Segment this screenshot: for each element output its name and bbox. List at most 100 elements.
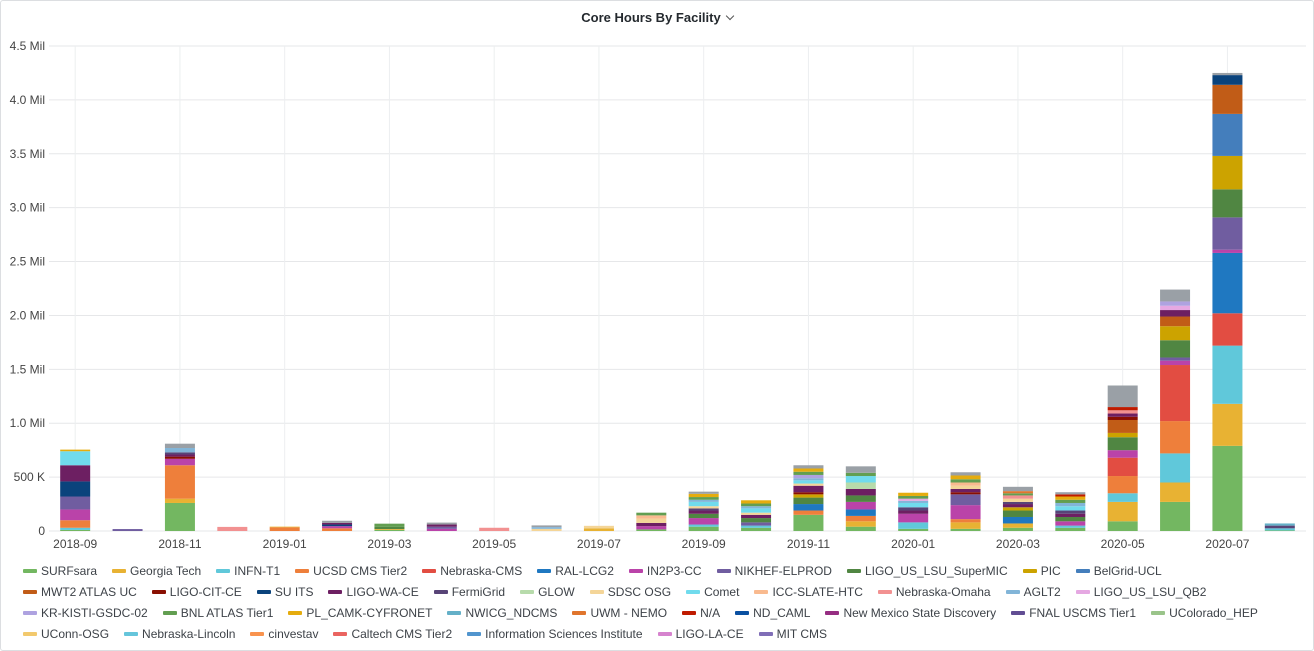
legend-item[interactable]: NWICG_NDCMS — [447, 602, 557, 623]
legend-item[interactable]: IN2P3-CC — [628, 560, 702, 581]
x-tick-label: 2020-07 — [1205, 537, 1249, 551]
legend-item[interactable]: MWT2 ATLAS UC — [23, 581, 137, 602]
y-tick-label: 3.5 Mil — [10, 147, 45, 161]
legend-item[interactable]: NIKHEF-ELPROD — [716, 560, 832, 581]
bar-segment — [898, 492, 929, 496]
legend-swatch — [877, 589, 892, 594]
legend-item[interactable]: ICC-SLATE-HTC — [754, 581, 863, 602]
legend-item[interactable]: N/A — [682, 602, 720, 623]
legend-item[interactable]: SURFsara — [23, 560, 97, 581]
legend-item[interactable]: Georgia Tech — [112, 560, 201, 581]
legend-label: SU ITS — [274, 584, 314, 599]
legend-item[interactable]: MIT CMS — [758, 623, 828, 644]
bar-segment — [688, 518, 719, 525]
legend-label: Nebraska-Lincoln — [142, 626, 236, 641]
legend-item[interactable]: New Mexico State Discovery — [825, 602, 996, 623]
legend-item[interactable]: UCSD CMS Tier2 — [295, 560, 407, 581]
bar-segment — [1002, 493, 1033, 496]
legend-item[interactable]: Comet — [686, 581, 739, 602]
y-axis: 0 500 K 1.0 Mil 1.5 Mil 2.0 Mil 2.5 Mil 3.0 Mi… — [10, 39, 46, 538]
legend-swatch — [1022, 568, 1037, 573]
legend-item[interactable]: FermiGrid — [433, 581, 505, 602]
legend-item[interactable]: Nebraska-CMS — [422, 560, 522, 581]
bar-segment — [1107, 437, 1138, 451]
bar-segment — [741, 500, 772, 504]
legend-label: UWM - NEMO — [590, 605, 668, 620]
bar-segment — [60, 520, 91, 528]
legend-item[interactable]: ND_CAML — [735, 602, 810, 623]
legend-label: LIGO-WA-CE — [346, 584, 419, 599]
bar-segment — [636, 518, 667, 523]
bar-segment — [636, 512, 667, 516]
bar-segment — [374, 529, 405, 530]
legend-item[interactable]: SDSC OSG — [589, 581, 671, 602]
legend-item[interactable]: FNAL USCMS Tier1 — [1011, 602, 1136, 623]
legend-item[interactable]: LIGO-CIT-CE — [151, 581, 242, 602]
legend-item[interactable]: GLOW — [520, 581, 575, 602]
panel-title-menu[interactable]: Core Hours By Facility — [581, 10, 734, 25]
bar-segment-other — [1160, 289, 1191, 302]
bar-segment-other — [164, 443, 195, 449]
legend-item[interactable]: AGLT2 — [1005, 581, 1061, 602]
legend-item[interactable]: Information Sciences Institute — [467, 623, 643, 644]
legend-label: N/A — [700, 605, 721, 620]
bar-segment — [898, 528, 929, 531]
legend-swatch — [23, 568, 37, 573]
legend-swatch — [250, 631, 265, 636]
bar-segment — [636, 529, 667, 531]
bar-segment — [950, 485, 981, 489]
bar-segment — [1212, 217, 1243, 250]
bar-segment — [793, 485, 824, 493]
bar-segment — [950, 494, 981, 506]
bar-segment — [950, 522, 981, 529]
legend-item[interactable]: RAL-LCG2 — [537, 560, 614, 581]
y-tick-label: 1.0 Mil — [10, 416, 45, 430]
legend-label: New Mexico State Discovery — [843, 605, 997, 620]
legend-item[interactable]: Nebraska-Lincoln — [124, 623, 235, 644]
bar-segment — [950, 488, 981, 493]
bar-segment — [1055, 510, 1086, 514]
legend-label: ICC-SLATE-HTC — [772, 584, 863, 599]
legend-item[interactable]: LIGO-LA-CE — [657, 623, 744, 644]
bar-segment — [269, 526, 300, 528]
bar-segment — [1055, 527, 1086, 531]
legend-item[interactable]: INFN-T1 — [216, 560, 280, 581]
legend-item[interactable]: UColorado_HEP — [1151, 602, 1258, 623]
legend-item[interactable]: LIGO_US_LSU_SuperMIC — [846, 560, 1008, 581]
legend-item[interactable]: BelGrid-UCL — [1075, 560, 1162, 581]
bar-segment — [845, 488, 876, 496]
legend-label: PIC — [1040, 563, 1061, 578]
legend-item[interactable]: SU ITS — [256, 581, 314, 602]
legend-label: MWT2 ATLAS UC — [41, 584, 137, 599]
legend-item[interactable]: UConn-OSG — [23, 623, 109, 644]
x-tick-label: 2020-05 — [1101, 537, 1145, 551]
legend-item[interactable]: PIC — [1022, 560, 1061, 581]
legend-item[interactable]: Caltech CMS Tier2 — [333, 623, 452, 644]
legend-item[interactable]: UWM - NEMO — [572, 602, 667, 623]
legend-label: NWICG_NDCMS — [465, 605, 558, 620]
bar-segment — [793, 468, 824, 472]
bar-segment — [950, 492, 981, 495]
legend-swatch — [467, 631, 482, 636]
bar-segment — [898, 498, 929, 501]
bar-segment — [60, 527, 91, 530]
legend-swatch — [328, 589, 343, 594]
bar-segment — [1055, 513, 1086, 517]
bar-segment — [164, 465, 195, 499]
legend-item[interactable]: LIGO-WA-CE — [328, 581, 419, 602]
legend-item[interactable]: cinvestav — [250, 623, 318, 644]
legend-item[interactable]: LIGO_US_LSU_QB2 — [1075, 581, 1206, 602]
bar-segment — [793, 514, 824, 531]
legend-item[interactable]: PL_CAMK-CYFRONET — [288, 602, 432, 623]
legend-item[interactable]: Nebraska-Omaha — [877, 581, 991, 602]
legend-label: IN2P3-CC — [646, 563, 702, 578]
bar-segment — [688, 513, 719, 519]
bar-segment — [1212, 403, 1243, 446]
legend-item[interactable]: KR-KISTI-GSDC-02 — [23, 602, 148, 623]
panel-header: Core Hours By Facility — [1, 1, 1313, 33]
bar-segment — [1160, 310, 1191, 317]
bar-segment — [793, 471, 824, 475]
legend-label: MIT CMS — [776, 626, 828, 641]
legend-item[interactable]: BNL ATLAS Tier1 — [162, 602, 273, 623]
legend-label: UCSD CMS Tier2 — [313, 563, 408, 578]
